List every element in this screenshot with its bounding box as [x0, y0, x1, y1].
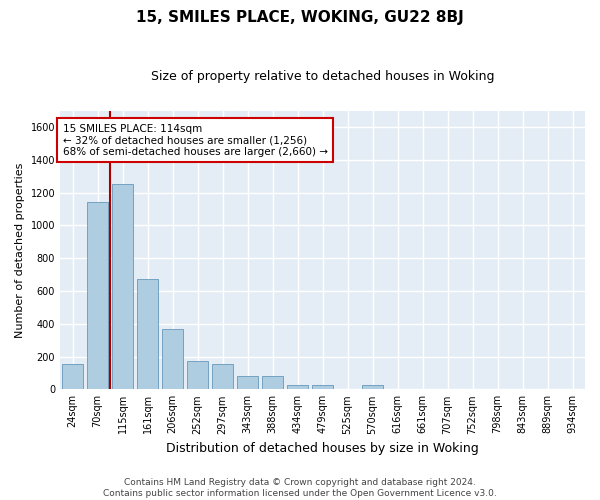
- Bar: [187, 360, 208, 390]
- Bar: [87, 202, 108, 390]
- Bar: [262, 376, 283, 390]
- Bar: [112, 184, 133, 390]
- Bar: [287, 385, 308, 390]
- Bar: [312, 385, 333, 390]
- Bar: [137, 280, 158, 390]
- Text: 15 SMILES PLACE: 114sqm
← 32% of detached houses are smaller (1,256)
68% of semi: 15 SMILES PLACE: 114sqm ← 32% of detache…: [62, 124, 328, 157]
- Text: Contains HM Land Registry data © Crown copyright and database right 2024.
Contai: Contains HM Land Registry data © Crown c…: [103, 478, 497, 498]
- Text: 15, SMILES PLACE, WOKING, GU22 8BJ: 15, SMILES PLACE, WOKING, GU22 8BJ: [136, 10, 464, 25]
- Bar: [362, 385, 383, 390]
- Bar: [162, 330, 183, 390]
- Bar: [237, 376, 258, 390]
- Title: Size of property relative to detached houses in Woking: Size of property relative to detached ho…: [151, 70, 494, 83]
- Bar: [62, 364, 83, 390]
- Y-axis label: Number of detached properties: Number of detached properties: [15, 162, 25, 338]
- X-axis label: Distribution of detached houses by size in Woking: Distribution of detached houses by size …: [166, 442, 479, 455]
- Bar: [212, 364, 233, 390]
